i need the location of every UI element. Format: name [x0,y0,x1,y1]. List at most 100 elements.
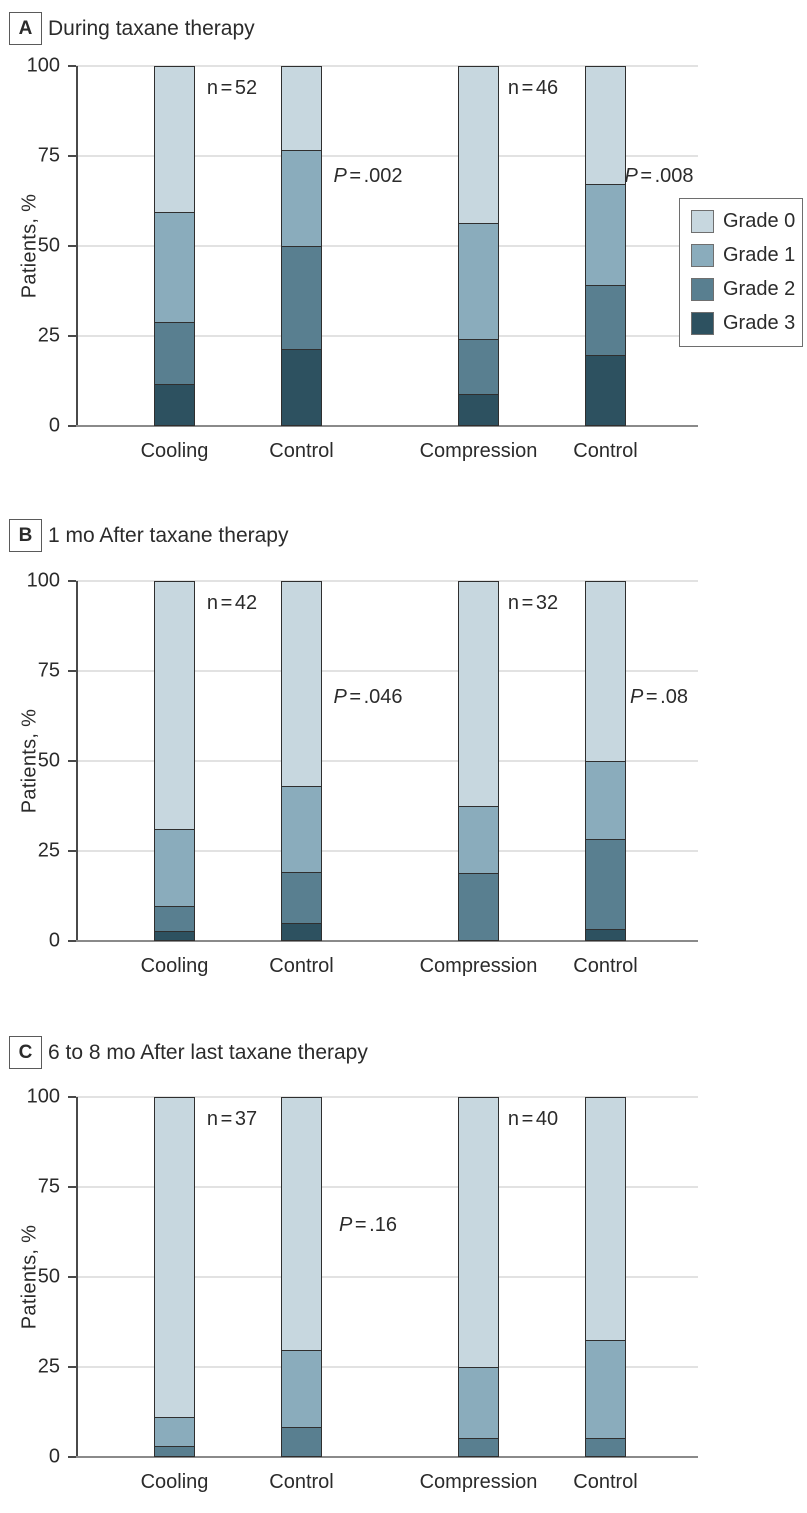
y-tick-label: 100 [26,1085,60,1108]
bar-segment-grade-1 [282,149,321,246]
plot-area: n = 37 n = 40 P = .16 [76,1096,698,1458]
panel-c-title: 6 to 8 mo After last taxane therapy [48,1041,368,1064]
x-category-label: Control [269,1471,334,1493]
bar-segment-grade-0 [459,1098,498,1367]
p-value-annotation: P = .002 [333,165,403,187]
panel-b: B 1 mo After taxane therapy Patients, % … [0,505,807,1010]
gridline [76,155,698,157]
y-tick-label: 0 [48,929,60,952]
x-category-label: Cooling [140,955,209,977]
y-tick-label: 0 [48,1445,60,1468]
panel-a: A During taxane therapy Patients, % 0 25 5… [0,0,807,505]
bar-segment-grade-1 [282,1349,321,1427]
y-tick-mark [68,580,76,582]
x-category-label: Control [573,955,638,977]
bar-segment-grade-0 [586,582,625,761]
sample-size-annotation: n = 46 [507,77,559,99]
stacked-bar-compression [458,1097,499,1457]
bar-segment-grade-2 [459,1438,498,1456]
panel-c-badge: C [9,1036,42,1069]
legend-item: Grade 3 [691,312,796,335]
gridline [76,245,698,247]
y-tick-label: 75 [37,144,60,167]
y-tick-mark [68,245,76,247]
bar-segment-grade-2 [459,872,498,940]
y-axis: 0 25 50 75 100 [0,570,76,952]
gridline [76,850,698,852]
panel-a-badge: A [9,12,42,45]
y-tick-mark [68,335,76,337]
y-tick-mark [68,850,76,852]
y-tick-mark [68,425,76,427]
bar-segment-grade-0 [459,67,498,223]
sample-size-annotation: n = 37 [206,1108,258,1130]
bar-segment-grade-0 [282,67,321,150]
legend: Grade 0 Grade 1 Grade 2 Grade 3 [679,198,803,347]
x-category-label: Control [573,1471,638,1493]
bar-segment-grade-1 [459,222,498,340]
bar-segment-grade-1 [459,805,498,873]
bar-segment-grade-2 [282,1426,321,1456]
y-tick-mark [68,1456,76,1458]
x-axis-labels: Cooling Control Compression Control [76,440,698,464]
y-tick-mark [68,760,76,762]
legend-label: Grade 0 [723,210,796,232]
gridline [76,580,698,582]
y-axis-line [76,66,78,426]
bar-segment-grade-3 [586,354,625,425]
bar-segment-grade-2 [586,839,625,929]
legend-swatch-grade-2 [691,278,714,301]
y-tick-mark [68,1366,76,1368]
bar-segment-grade-1 [586,761,625,840]
bar-segment-grade-1 [282,786,321,872]
x-category-label: Control [269,955,334,977]
panel-c: C 6 to 8 mo After last taxane therapy Pa… [0,1010,807,1513]
legend-swatch-grade-0 [691,210,714,233]
gridline [76,65,698,67]
p-value-annotation: P = .16 [339,1214,397,1236]
y-tick-label: 75 [37,659,60,682]
stacked-bar-compression [458,581,499,941]
plot-area: n = 42 n = 32 P = .046 P = .08 [76,580,698,942]
bar-segment-grade-1 [155,1417,194,1447]
y-tick-label: 50 [37,234,60,257]
legend-label: Grade 3 [723,312,796,334]
bar-segment-grade-2 [459,339,498,394]
x-axis-baseline [76,1456,698,1458]
legend-label: Grade 1 [723,244,796,266]
gridline [76,1276,698,1278]
plot-area: n = 52 n = 46 P = .002 P = .008 [76,65,698,427]
y-axis-line [76,581,78,941]
y-tick-label: 50 [37,1265,60,1288]
bar-segment-grade-2 [586,1438,625,1456]
legend-item: Grade 2 [691,278,795,301]
panel-b-title: 1 mo After taxane therapy [48,524,289,547]
x-axis-labels: Cooling Control Compression Control [76,955,698,979]
y-tick-label: 100 [26,569,60,592]
x-axis-baseline [76,940,698,942]
x-category-label: Compression [419,1471,538,1493]
bar-segment-grade-2 [155,1446,194,1456]
gridline [76,760,698,762]
bar-segment-grade-3 [459,393,498,425]
stacked-bar-cooling [154,581,195,941]
bar-segment-grade-2 [155,321,194,384]
y-axis: 0 25 50 75 100 [0,1086,76,1468]
sample-size-annotation: n = 32 [507,592,559,614]
y-tick-label: 25 [37,324,60,347]
bar-segment-grade-2 [586,284,625,355]
x-category-label: Cooling [140,1471,209,1493]
y-tick-mark [68,1096,76,1098]
x-axis-baseline [76,425,698,427]
p-value-annotation: P = .046 [333,686,403,708]
bar-segment-grade-0 [155,582,194,830]
bar-segment-grade-0 [459,582,498,806]
gridline [76,1366,698,1368]
bar-segment-grade-2 [282,871,321,923]
bar-segment-grade-3 [282,922,321,940]
p-value-annotation: P = .08 [630,686,688,708]
x-category-label: Compression [419,955,538,977]
panel-a-title: During taxane therapy [48,17,255,40]
stacked-bar-control [281,581,322,941]
y-tick-label: 25 [37,839,60,862]
